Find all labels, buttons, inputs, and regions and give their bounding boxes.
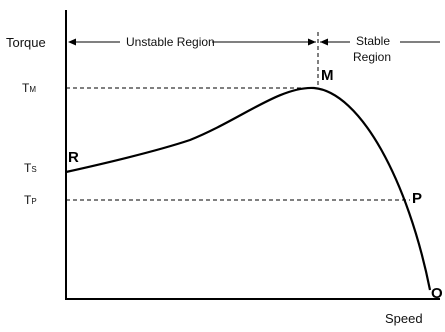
tp-label-sub: P: [31, 197, 36, 206]
point-p-label: P: [412, 190, 422, 207]
stable-region-label-1: Stable: [356, 34, 390, 48]
tp-label-main: T: [24, 193, 32, 207]
unstable-region-label: Unstable Region: [126, 35, 215, 49]
ts-label: TS: [24, 161, 37, 175]
ts-label-sub: S: [31, 165, 36, 174]
point-r-label: R: [68, 149, 79, 166]
tm-label-sub: M: [29, 85, 36, 94]
unstable-arrow-right-head: [308, 38, 316, 46]
point-m-label: M: [321, 67, 334, 84]
x-axis-label: Speed: [385, 311, 423, 326]
tp-label: TP: [24, 193, 37, 207]
y-axis-label: Torque: [6, 35, 46, 50]
ts-label-main: T: [24, 161, 32, 175]
stable-region-label-2: Region: [353, 50, 391, 64]
stable-arrow-left-head: [320, 38, 328, 46]
torque-speed-curve: [65, 86, 432, 291]
unstable-arrow-left-head: [68, 38, 76, 46]
point-o-label: O: [431, 285, 443, 302]
tm-label-main: T: [22, 81, 30, 95]
tm-label: TM: [22, 81, 36, 95]
